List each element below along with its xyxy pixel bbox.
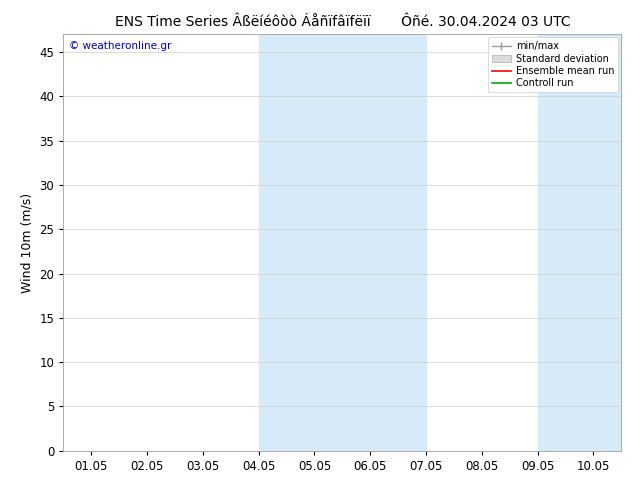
Bar: [259, 34, 426, 451]
Bar: [538, 34, 634, 451]
Legend: min/max, Standard deviation, Ensemble mean run, Controll run: min/max, Standard deviation, Ensemble me…: [488, 37, 618, 92]
Text: © weatheronline.gr: © weatheronline.gr: [69, 41, 171, 50]
Y-axis label: Wind 10m (m/s): Wind 10m (m/s): [21, 193, 34, 293]
Title: ENS Time Series Âßëíéôòò Áåñïfâïfëïï       Ôñé. 30.04.2024 03 UTC: ENS Time Series Âßëíéôòò Áåñïfâïfëïï Ôñé…: [115, 15, 570, 29]
